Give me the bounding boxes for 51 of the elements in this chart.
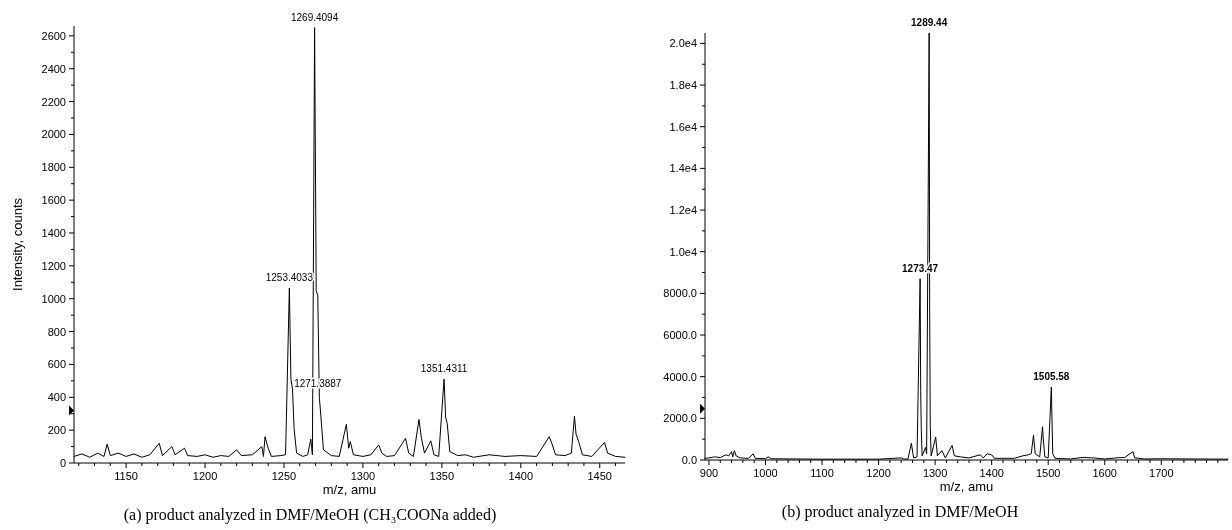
y-tick-label: 1.0e4 — [669, 245, 697, 258]
x-tick-label: 1400 — [508, 470, 534, 482]
annotation: 1351.4311 — [420, 363, 468, 375]
y-tick-label: 2200 — [41, 95, 66, 108]
annotation: 1269.4094 — [290, 11, 339, 23]
y-tick-label: 1.2e4 — [669, 204, 697, 217]
x-tick-label: 900 — [699, 467, 719, 479]
y-tick-label: 2400 — [41, 62, 66, 75]
x-tick-label: 1500 — [1035, 467, 1061, 479]
y-tick-label: 4000.0 — [663, 370, 697, 383]
y-tick-label: 2600 — [41, 29, 66, 42]
x-tick-label: 1200 — [866, 467, 891, 479]
annotation: 1289.44 — [911, 17, 948, 28]
text: (b) product analyzed in DMF/MeOH — [781, 503, 1019, 521]
y-tick-label: 2.0e4 — [669, 37, 697, 50]
y-axis-title: Intensity, counts — [10, 197, 25, 291]
y-tick-label: 1800 — [41, 161, 66, 174]
y-tick-label: 1600 — [41, 194, 66, 207]
y-tick-label: 2000.0 — [663, 412, 697, 425]
y-tick-label: 1.4e4 — [669, 162, 697, 175]
y-tick-label: 0.0 — [681, 454, 697, 466]
x-tick-label: 1400 — [979, 467, 1004, 479]
text: (a) product analyzed in DMF/MeOH (CH₃COONa added) — [123, 506, 497, 524]
x-tick-label: 1000 — [753, 467, 778, 479]
x-tick-label: 1250 — [271, 470, 297, 482]
x-tick-label: 1100 — [810, 467, 834, 479]
x-tick-label: 1300 — [350, 470, 376, 482]
y-tick-label: 600 — [47, 358, 66, 371]
x-tick-label: 1450 — [587, 470, 612, 482]
y-tick-label: 1.8e4 — [669, 79, 697, 92]
x-tick-label: 1350 — [429, 470, 455, 482]
y-tick-label: 1400 — [41, 227, 66, 239]
y-tick-label: 0 — [59, 457, 66, 469]
y-tick-label: 1200 — [41, 259, 66, 272]
y-tick-label: 1000 — [41, 292, 66, 305]
y-tick-label: 200 — [47, 424, 66, 437]
annotation: 1253.4033 — [265, 272, 314, 284]
x-tick-label: 1150 — [114, 470, 138, 482]
y-tick-label: 8000.0 — [663, 287, 697, 300]
y-tick-label: 2000 — [41, 128, 66, 141]
x-tick-label: 1700 — [1149, 467, 1174, 479]
x-axis-title: m/z, amu — [939, 479, 994, 494]
x-tick-label: 1600 — [1092, 467, 1117, 479]
y-tick-label: 6000.0 — [663, 329, 697, 342]
x-tick-label: 1300 — [922, 467, 948, 479]
annotation: 1505.58 — [1033, 371, 1070, 383]
y-tick-label: 400 — [47, 391, 66, 404]
y-tick-label: 800 — [47, 325, 66, 338]
x-tick-label: 1200 — [192, 470, 218, 482]
y-tick-label: 1.6e4 — [669, 120, 697, 133]
x-axis-title: m/z, amu — [322, 482, 377, 497]
